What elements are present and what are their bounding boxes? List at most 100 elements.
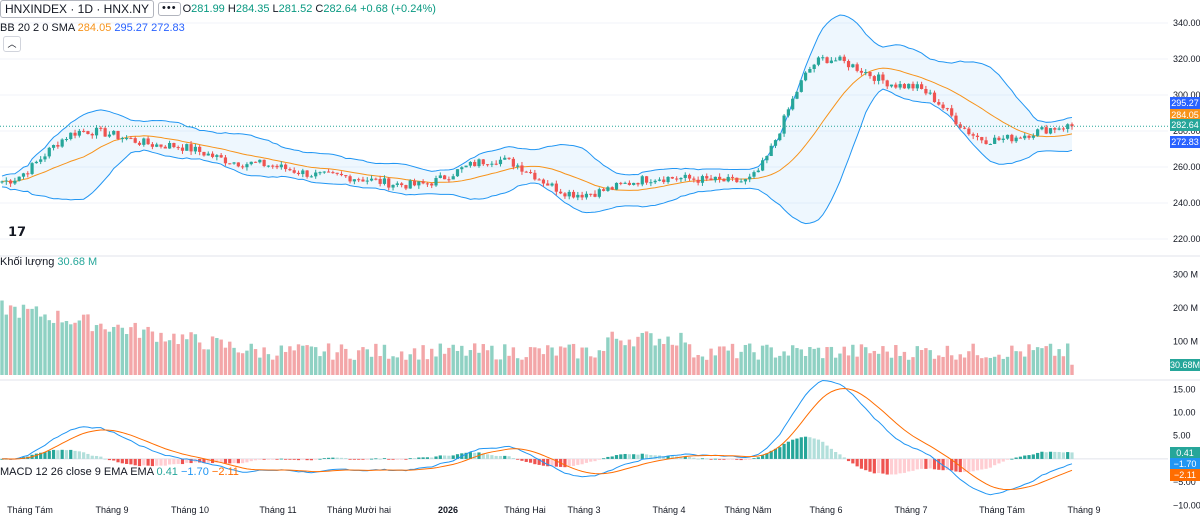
collapse-icon[interactable]: ︿ (3, 36, 21, 52)
candle-body (176, 147, 180, 149)
volume-bar (112, 326, 116, 375)
candle-body (1005, 134, 1010, 139)
volume-bar (898, 355, 902, 375)
macd-histogram-bar (662, 456, 666, 459)
volume-bar (34, 306, 39, 375)
macd-histogram-bar (503, 455, 507, 459)
macd-histogram-bar (761, 455, 765, 459)
more-icon[interactable]: ••• (158, 2, 181, 16)
candle-body (846, 61, 851, 68)
volume-bar (683, 342, 687, 375)
volume-bar (228, 341, 232, 375)
candle-body (649, 182, 653, 184)
macd-histogram-bar (507, 456, 511, 459)
macd-histogram-bar (241, 458, 245, 464)
volume-bar (872, 350, 877, 375)
volume-bar (86, 314, 90, 375)
candle-body (374, 178, 378, 180)
volume-bar (387, 358, 391, 375)
candle-body (1053, 128, 1057, 130)
volume-bar (215, 338, 219, 375)
volume-bar (288, 346, 292, 375)
candle-body (606, 187, 610, 191)
candle-body (43, 156, 47, 160)
volume-bar (219, 339, 223, 375)
volume-bar (438, 343, 443, 375)
candle-body (967, 128, 971, 135)
candle-body (812, 64, 816, 70)
macd-histogram-bar (1005, 458, 1010, 460)
candle-body (133, 138, 137, 143)
macd-histogram-bar (614, 455, 619, 459)
candle-body (30, 163, 34, 174)
candle-body (146, 138, 150, 145)
candle-body (971, 134, 975, 136)
candle-body (129, 138, 133, 140)
symbol-title[interactable]: HNXINDEX · 1D · HNX.NY (0, 0, 155, 18)
macd-histogram-bar (937, 458, 941, 470)
candle-body (417, 181, 421, 186)
candle-body (619, 182, 623, 184)
candle-body (962, 127, 967, 129)
macd-histogram-bar (919, 458, 924, 469)
x-tick-label: Tháng 7 (894, 505, 927, 515)
candle-body (1044, 127, 1048, 134)
price-tick-label: 320.00 (1173, 54, 1200, 64)
macd-histogram-bar (520, 458, 524, 461)
volume-bar (528, 347, 533, 375)
candle-body (1066, 124, 1070, 130)
volume-bar (554, 355, 559, 375)
price-pane[interactable] (0, 14, 1168, 225)
volume-bar (657, 338, 662, 375)
volume-bar (313, 347, 318, 375)
macd-histogram-bar (357, 458, 361, 460)
ohlc-values: O281.99 H284.35 L281.52 C282.64 +0.68 (+… (182, 3, 436, 15)
volume-bar (249, 343, 253, 375)
macd-histogram-bar (142, 458, 146, 466)
macd-histogram-bar (932, 458, 937, 470)
volume-bar (1018, 351, 1023, 375)
candle-body (378, 178, 382, 184)
macd-line-value: −1.70 (181, 466, 209, 478)
macd-histogram-bar (962, 458, 967, 472)
candle-body (653, 180, 657, 183)
macd-histogram-bar (554, 458, 558, 467)
bb-legend[interactable]: BB 20 2 0 SMA 284.05 295.27 272.83 (0, 21, 185, 35)
volume-bar (533, 347, 537, 375)
candle-body (185, 144, 189, 151)
candle-body (339, 173, 344, 176)
macd-histogram-bar (361, 458, 365, 460)
macd-histogram-bar (911, 458, 915, 471)
candle-body (309, 176, 313, 178)
volume-bar (391, 356, 395, 375)
candle-body (0, 181, 4, 183)
macd-histogram-bar (692, 457, 696, 459)
volume-bar (670, 344, 675, 375)
volume-bar (292, 350, 296, 375)
macd-histogram-bar (288, 458, 292, 460)
volume-bar (129, 327, 133, 375)
candle-body (455, 169, 460, 177)
volume-bar (902, 351, 907, 375)
macd-histogram-bar (589, 458, 593, 462)
volume-bar (167, 340, 172, 375)
volume-legend[interactable]: Khối lượng 30.68 M (0, 255, 97, 269)
volume-bar (1048, 343, 1053, 375)
macd-legend[interactable]: MACD 12 26 close 9 EMA EMA 0.41 −1.70 −2… (0, 465, 239, 479)
candle-body (155, 144, 159, 147)
macd-histogram-bar (112, 458, 116, 461)
volume-bar (232, 347, 236, 375)
volume-bar (490, 345, 494, 375)
candle-body (172, 143, 176, 148)
macd-histogram-bar (778, 447, 782, 459)
candle-body (924, 88, 928, 94)
volume-bar (503, 344, 507, 375)
candle-body (683, 174, 687, 178)
x-tick-label: Tháng 11 (259, 505, 296, 515)
macd-histogram-bar (374, 458, 378, 460)
macd-pane[interactable] (0, 379, 1168, 496)
volume-pane[interactable] (0, 300, 1074, 375)
candle-body (761, 160, 765, 171)
volume-bar (709, 348, 713, 375)
